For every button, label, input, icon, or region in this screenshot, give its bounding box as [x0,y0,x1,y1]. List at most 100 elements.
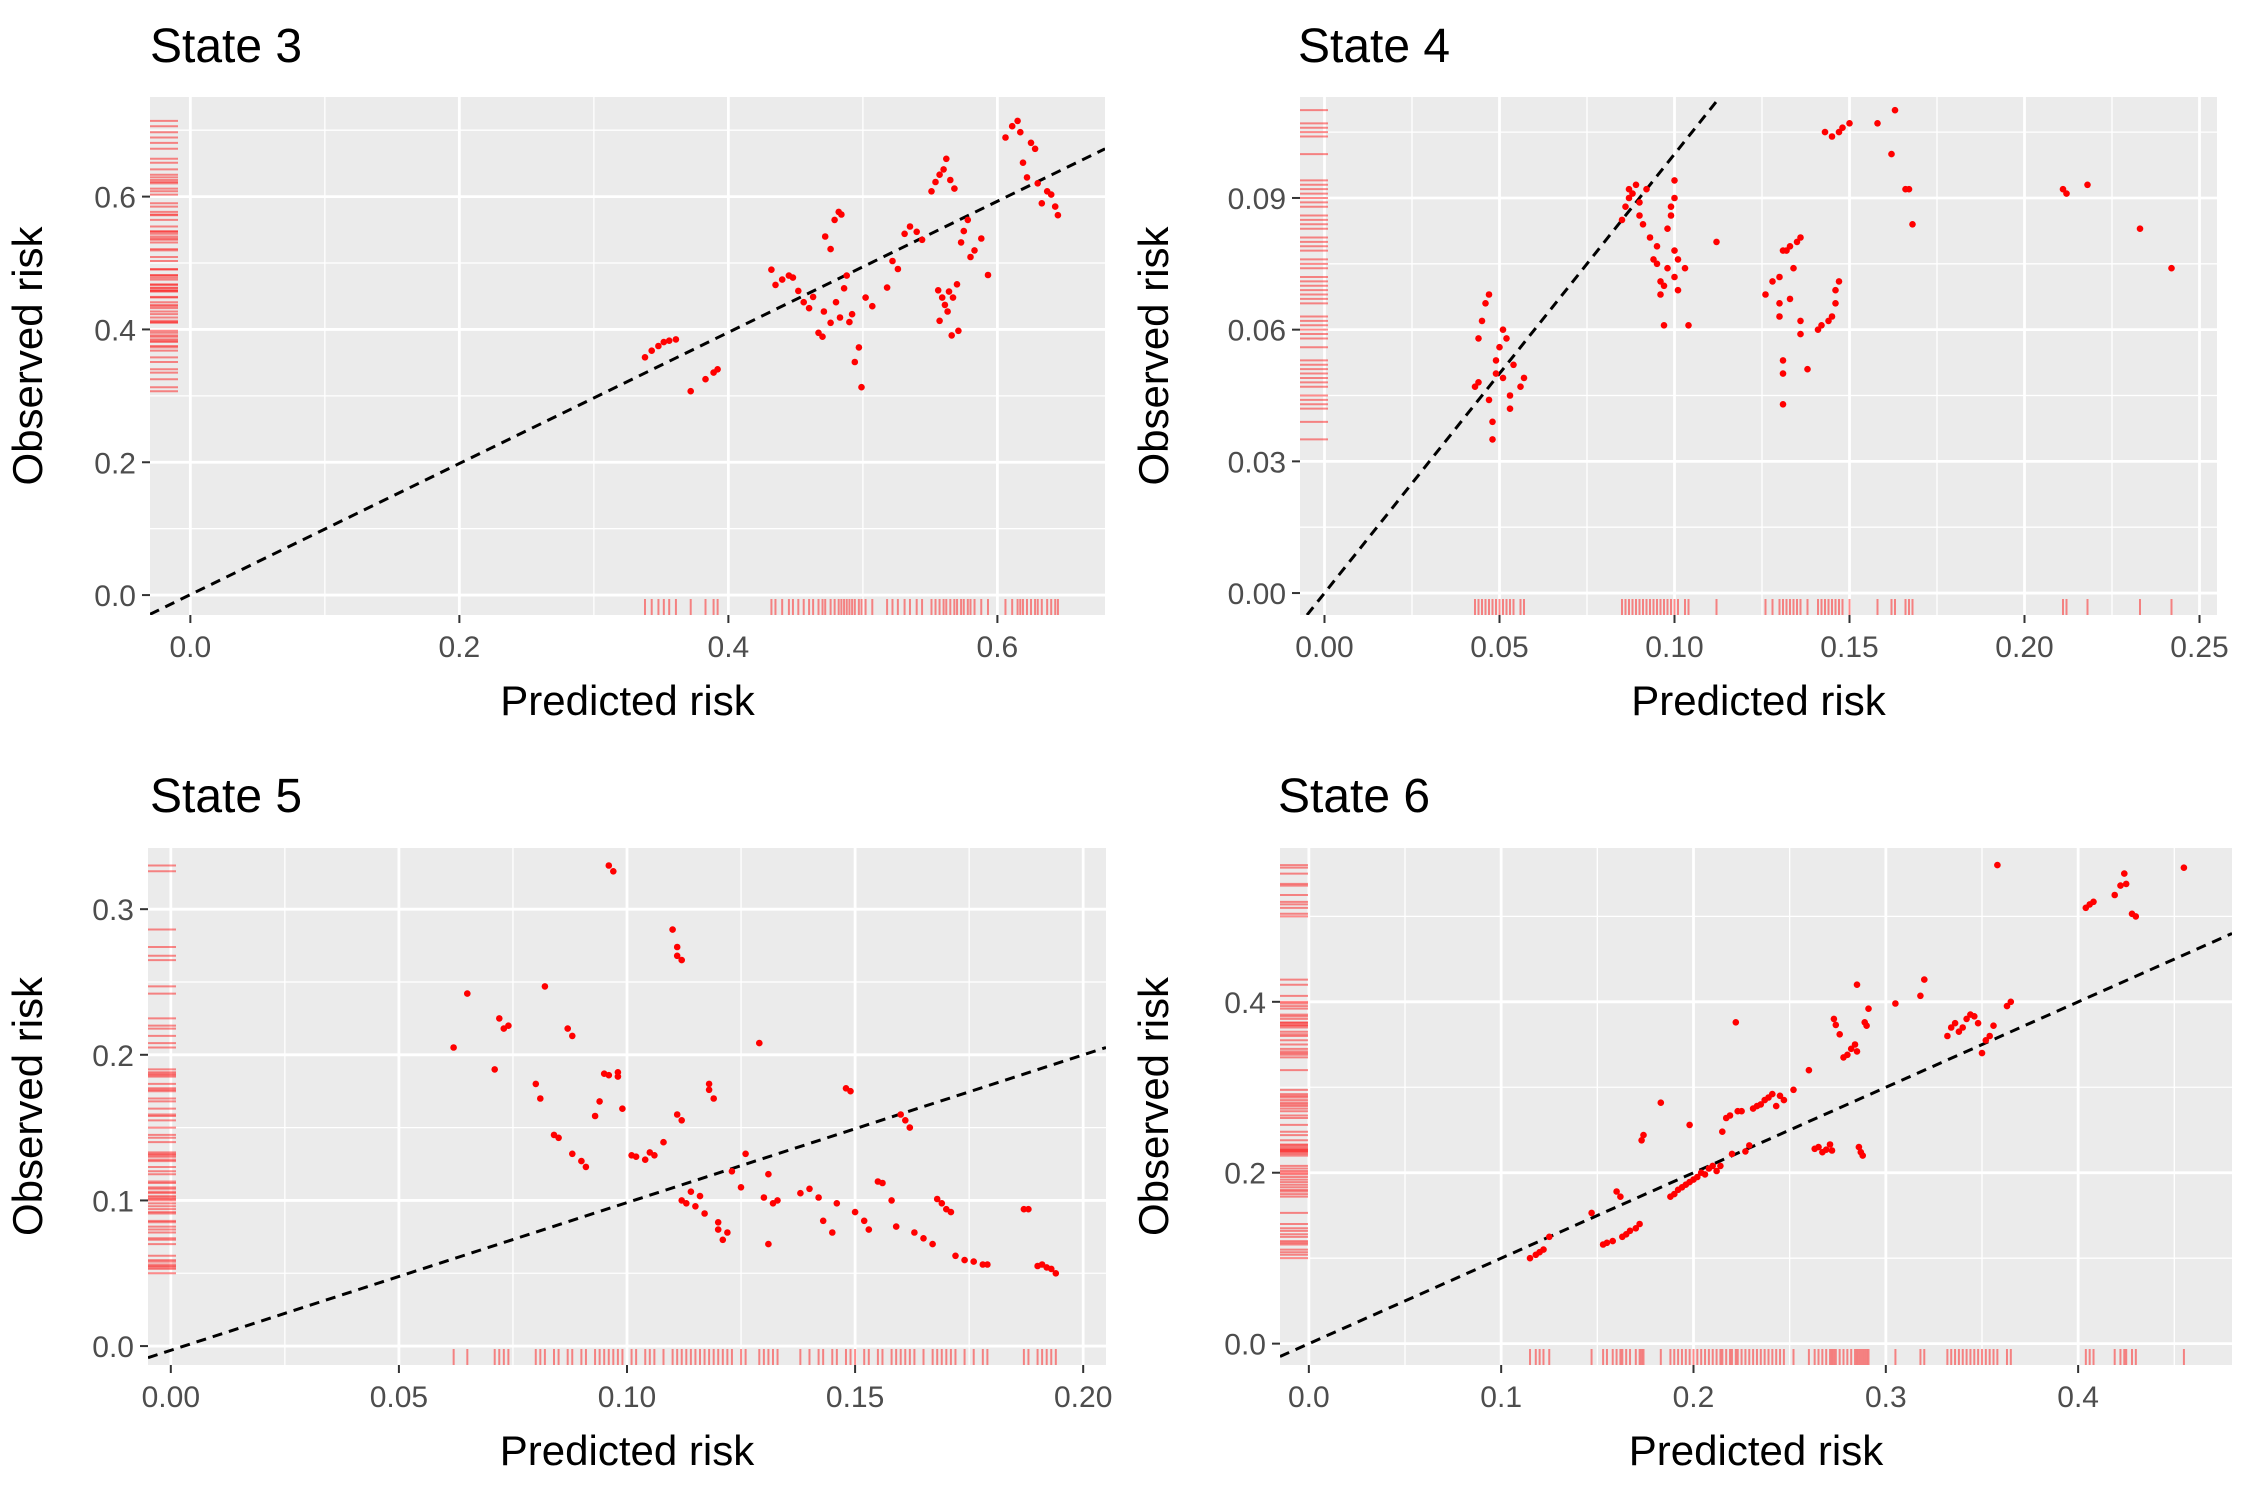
data-point [1023,174,1031,181]
reference-line [150,147,1105,615]
data-point [1955,1028,1963,1035]
data-point [1772,1102,1780,1110]
data-point [836,314,844,321]
data-point [819,333,826,341]
x-tick-label: 0.1 [1480,1381,1522,1414]
x-tick-label: 0.25 [2170,631,2228,664]
data-point [605,862,613,869]
data-point [789,274,797,281]
data-point [555,1134,562,1142]
data-point [840,285,848,292]
reference-line [1305,97,1722,615]
data-point [1019,159,1027,166]
x-tick-label: 0.4 [708,631,750,664]
data-point [815,1194,822,1201]
data-point [1657,1099,1665,1106]
panel-2: 0.00 0.05 0.10 0.15 0.20 0.25 0.00 0.03 0.06 0.09… [1130,20,2229,724]
data-point [1815,1143,1822,1151]
data-point [541,983,549,990]
data-point [953,281,961,288]
data-point [648,347,655,355]
data-point [1685,322,1692,329]
data-point [1805,1066,1813,1074]
data-point [1728,1150,1736,1158]
data-point [1603,1239,1611,1247]
data-point [496,1015,503,1022]
data-point [1485,396,1493,404]
data-point [913,228,920,236]
x-axis-title: Predicted risk [500,1427,755,1474]
y-axis-title: Observed risk [4,976,51,1236]
panel-4: 0.0 0.1 0.2 0.3 0.4 0.0 0.2 0.4 State 6 Predicted… [1130,770,2232,1474]
data-point [1051,203,1059,210]
data-point [1660,322,1668,329]
y-axis-title: Observed risk [4,225,51,485]
data-point [1947,1024,1955,1031]
data-point [940,166,947,173]
data-point [970,1258,977,1265]
data-point [955,327,962,335]
data-point [724,1229,731,1236]
data-point [846,318,853,326]
data-point [1797,234,1804,241]
data-point [1851,1041,1859,1048]
data-point [582,1163,590,1171]
data-point [1905,185,1913,193]
data-point [936,317,943,325]
data-point [1636,212,1643,219]
x-axis-title: Predicted risk [1631,677,1886,724]
data-point [1657,278,1664,285]
data-point [714,1219,722,1226]
data-point [1769,1090,1776,1098]
x-tick-label: 0.20 [1995,631,2053,664]
data-point [1986,1032,1993,1040]
data-point [971,247,978,254]
data-point [1863,1022,1870,1029]
data-point [889,257,896,265]
data-point [809,293,817,301]
data-point [768,266,775,274]
data-point [569,1032,576,1040]
data-point [1038,200,1046,207]
data-point [673,952,681,960]
data-point [806,1185,813,1193]
data-point [1892,1000,1899,1007]
data-point [678,1117,685,1124]
data-point [2063,190,2070,197]
data-point [1017,128,1024,136]
data-point [1994,861,2001,869]
data-point [938,1200,946,1207]
data-point [765,1170,772,1178]
x-tick-label: 0.20 [1054,1381,1112,1414]
data-point [1475,335,1482,342]
data-point [1828,1147,1836,1154]
data-point [947,176,954,184]
axes: 0.0 0.2 0.4 0.6 0.0 0.2 0.4 0.6 [94,182,1018,664]
y-tick-label: 0.09 [1228,183,1286,216]
plot-background [1300,97,2217,615]
data-point [491,1066,499,1073]
data-point [1664,225,1671,232]
data-point [967,253,974,261]
data-point [1853,981,1861,988]
data-point [819,1217,827,1225]
axes: 0.00 0.05 0.10 0.15 0.20 0.0 0.1 0.2 0.3 [92,894,1112,1414]
x-tick-label: 0.2 [1673,1381,1715,1414]
data-point [1726,1112,1734,1119]
data-point [1489,436,1496,443]
data-point [1825,317,1832,325]
grid [1300,97,2217,615]
data-point [1588,1209,1595,1217]
data-point [934,287,942,294]
data-point [1832,1021,1840,1029]
data-point [1832,300,1839,307]
data-point [1779,401,1787,408]
data-point [860,1217,868,1225]
data-point [760,1194,768,1201]
x-axis-title: Predicted risk [500,677,755,724]
data-point [696,1192,704,1200]
x-tick-label: 0.0 [169,631,211,664]
y-tick-label: 0.06 [1228,315,1286,348]
data-point [1664,264,1671,272]
data-point [833,1200,841,1207]
